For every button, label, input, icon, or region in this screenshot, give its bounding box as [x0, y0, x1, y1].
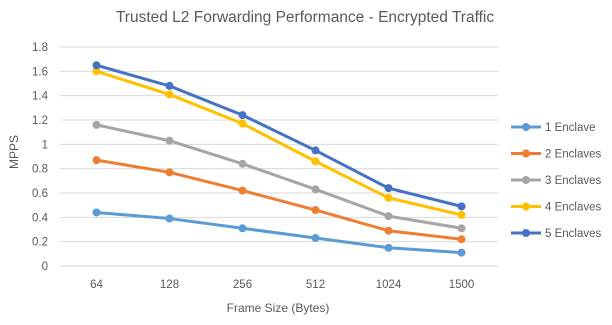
- x-tick-label: 512: [306, 279, 325, 291]
- legend-label: 3 Enclaves: [545, 175, 602, 187]
- data-point: [457, 210, 466, 219]
- legend-item: 5 Enclaves: [511, 228, 602, 240]
- series-2: [92, 156, 466, 244]
- data-point: [92, 61, 101, 70]
- legend-item: 2 Enclaves: [511, 149, 602, 161]
- series-lines: [92, 61, 466, 257]
- data-point: [92, 67, 101, 76]
- chart-title: Trusted L2 Forwarding Performance - Encr…: [116, 9, 494, 26]
- series-line: [95, 69, 463, 217]
- data-point: [457, 235, 466, 244]
- x-tick-label: 1500: [449, 279, 475, 291]
- data-point: [92, 120, 101, 129]
- series-line: [95, 158, 463, 241]
- series-4: [92, 67, 466, 219]
- data-point: [384, 193, 393, 202]
- data-point: [165, 136, 174, 145]
- data-point: [165, 214, 174, 223]
- series-line: [95, 210, 463, 255]
- y-tick-label: 1: [42, 139, 48, 151]
- legend-label: 1 Enclave: [545, 122, 596, 134]
- legend-marker: [522, 229, 530, 237]
- series-5: [92, 61, 466, 211]
- legend-marker: [522, 123, 530, 131]
- data-point: [384, 212, 393, 221]
- y-tick-label: 0: [42, 261, 48, 273]
- y-tick-label: 0.6: [32, 188, 48, 200]
- series-3: [92, 120, 466, 233]
- legend-label: 2 Enclaves: [545, 149, 602, 161]
- data-point: [165, 90, 174, 99]
- data-point: [238, 159, 247, 168]
- y-tick-label: 1.2: [32, 115, 48, 127]
- data-point: [165, 81, 174, 90]
- y-tick-label: 1.4: [32, 91, 49, 103]
- data-point: [311, 157, 320, 166]
- data-point: [311, 185, 320, 194]
- legend-item: 3 Enclaves: [511, 175, 602, 187]
- x-tick-label: 128: [160, 279, 179, 291]
- data-point: [384, 184, 393, 193]
- data-point: [457, 202, 466, 211]
- data-point: [238, 119, 247, 128]
- series-line: [95, 63, 463, 208]
- legend-label: 5 Enclaves: [545, 228, 602, 240]
- legend-marker: [522, 176, 530, 184]
- series-1: [92, 208, 466, 257]
- data-point: [165, 168, 174, 177]
- data-point: [311, 206, 320, 215]
- data-point: [238, 186, 247, 195]
- data-point: [457, 248, 466, 257]
- legend: 1 Enclave 2 Enclaves 3 Enclaves 4 Enclaves 5…: [511, 122, 602, 240]
- y-tick-label: 0.2: [32, 237, 48, 249]
- legend-marker: [522, 202, 530, 211]
- legend-marker: [522, 149, 530, 158]
- x-tick-label: 1024: [376, 279, 402, 291]
- legend-item: 4 Enclaves: [511, 202, 602, 214]
- y-tick-label: 1.6: [32, 66, 48, 78]
- y-tick-label: 0.8: [32, 164, 48, 176]
- data-point: [92, 208, 101, 217]
- y-tick-label: 0.4: [32, 212, 49, 224]
- x-axis-ticks: 64 128 256 512 1024 1500: [90, 279, 474, 291]
- data-point: [311, 234, 320, 243]
- x-axis-label: Frame Size (Bytes): [227, 301, 330, 315]
- series-line: [95, 123, 463, 230]
- x-tick-label: 64: [90, 279, 103, 291]
- data-point: [384, 226, 393, 235]
- y-tick-label: 1.8: [32, 42, 48, 54]
- data-point: [238, 224, 247, 233]
- data-point: [457, 224, 466, 233]
- y-axis-label: MPPS: [7, 135, 21, 169]
- data-point: [311, 146, 320, 155]
- y-axis-ticks: 0 0.2 0.4 0.6 0.8 1 1.2 1.4 1.6 1.8: [32, 42, 49, 273]
- data-point: [238, 111, 247, 120]
- x-tick-label: 256: [233, 279, 252, 291]
- data-point: [92, 156, 101, 165]
- legend-item: 1 Enclave: [511, 122, 596, 134]
- legend-label: 4 Enclaves: [545, 202, 602, 214]
- gridlines: [60, 46, 498, 267]
- data-point: [384, 243, 393, 252]
